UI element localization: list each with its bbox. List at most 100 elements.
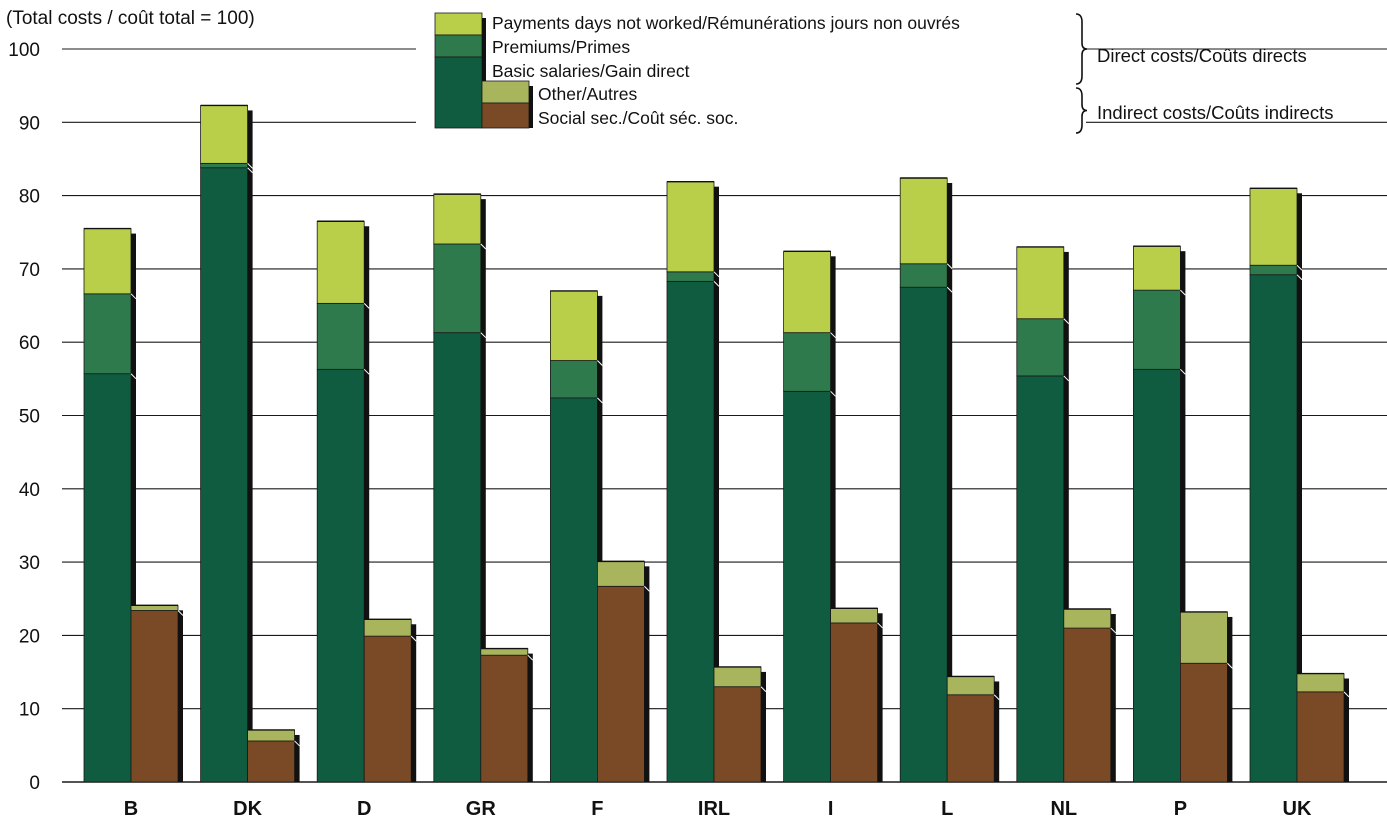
direct-bar-segment (1016, 246, 1065, 320)
indirect-bar-segment (480, 654, 529, 783)
indirect-bar-side (1110, 614, 1116, 782)
category-label: L (941, 798, 953, 820)
direct-bar-side (247, 110, 253, 783)
direct-bar-joint (946, 263, 953, 270)
y-tick-label: 70 (19, 260, 40, 281)
brace-indirect (1075, 87, 1088, 134)
legend-label: Other/Autres (538, 84, 637, 104)
direct-bar-side (1297, 193, 1302, 782)
indirect-bar-side (178, 610, 183, 782)
category-label: GR (466, 798, 497, 820)
indirect-bar-joint (294, 740, 300, 747)
category-label: I (828, 798, 834, 820)
indirect-bar-segment (1296, 673, 1345, 693)
brace-direct (1075, 13, 1088, 85)
indirect-bar-joint (760, 686, 767, 693)
indirect-bar-joint (410, 635, 417, 642)
direct-bar-segment (1016, 318, 1065, 377)
direct-bar-joint (830, 332, 836, 339)
direct-bar-side (364, 226, 370, 782)
indirect-bar-side (1227, 616, 1233, 782)
indirect-bar-segment (363, 618, 412, 637)
y-tick-label: 90 (19, 113, 40, 134)
direct-bar-joint (830, 390, 836, 397)
legend-label: Basic salaries/Gain direct (492, 61, 690, 81)
indirect-bar-segment (247, 729, 296, 742)
indirect-bar-side (644, 566, 650, 782)
direct-bar-segment (1133, 368, 1181, 783)
indirect-bar-segment (1180, 611, 1228, 664)
indirect-bar-segment (247, 740, 296, 783)
indirect-bar-segment (1180, 662, 1228, 783)
direct-bar-segment (1016, 375, 1065, 783)
direct-bar-segment (200, 162, 249, 169)
indirect-bar-segment (713, 686, 762, 783)
direct-bar-joint (247, 167, 253, 174)
direct-bar-segment (899, 286, 948, 783)
direct-bar-joint (597, 360, 603, 366)
legend-swatch (434, 56, 483, 129)
y-tick-label: 0 (29, 773, 40, 794)
category-label: F (591, 798, 603, 820)
indirect-bar-segment (1063, 627, 1112, 783)
direct-bar-segment (899, 263, 948, 288)
legend-swatch (481, 80, 530, 104)
direct-bar-segment (316, 220, 365, 304)
direct-bar-segment (83, 373, 132, 783)
legend-swatch-side (529, 86, 533, 128)
direct-bar-side (947, 183, 953, 782)
direct-bar-segment (200, 167, 249, 783)
category-label: B (124, 798, 138, 820)
direct-bar-segment (550, 397, 598, 783)
indirect-bar-joint (993, 694, 1000, 701)
direct-bar-segment (783, 332, 831, 392)
category-label: UK (1283, 798, 1312, 820)
direct-bar-side (714, 186, 719, 783)
x-axis: B DK D GR F IRL I L NL P UK (124, 798, 1312, 820)
indirect-bar-segment (597, 585, 645, 783)
indirect-bar-side (877, 613, 883, 782)
direct-bar-joint (480, 243, 487, 250)
y-axis: 0 10 20 30 40 50 60 70 80 90 100 (8, 40, 40, 794)
indirect-bar-segment (946, 676, 995, 696)
indirect-bar-joint (1343, 691, 1350, 698)
chart-subtitle: (Total costs / coût total = 100) (6, 8, 255, 29)
indirect-bar-joint (527, 654, 534, 661)
direct-bar-joint (1063, 375, 1070, 382)
indirect-bar-segment (830, 607, 878, 624)
direct-bar-joint (1296, 264, 1303, 271)
direct-bar-joint (1296, 274, 1303, 281)
indirect-bar-joint (877, 622, 883, 629)
direct-bar-segment (83, 228, 132, 295)
legend-group-label: Indirect costs/Coûts indirects (1097, 102, 1333, 123)
y-tick-label: 40 (19, 480, 40, 501)
legend-swatch (434, 12, 483, 36)
indirect-bar-joint (177, 610, 184, 616)
direct-bar-joint (363, 302, 370, 309)
legend-swatch (481, 102, 530, 129)
direct-bar-segment (1249, 187, 1298, 266)
y-tick-label: 50 (19, 407, 40, 428)
direct-bar-joint (247, 162, 253, 169)
legend: Payments days not worked/Rémunérations j… (416, 6, 1333, 134)
direct-bar-segment (666, 280, 715, 783)
indirect-bar-side (994, 681, 1000, 782)
direct-bar-joint (480, 332, 487, 339)
gridlines (62, 48, 1387, 783)
direct-bar-joint (713, 281, 720, 287)
category-label: DK (233, 798, 262, 820)
direct-bar-joint (1063, 318, 1070, 325)
indirect-bar-segment (713, 666, 762, 688)
direct-bar-segment (1133, 245, 1181, 291)
direct-bar-joint (713, 271, 720, 278)
direct-bar-segment (783, 390, 831, 783)
category-label: D (357, 798, 371, 820)
indirect-bar-segment (1296, 691, 1345, 783)
indirect-bar-joint (1227, 662, 1233, 669)
legend-label: Social sec./Coût séc. soc. (538, 108, 738, 128)
direct-bar-side (597, 295, 603, 782)
direct-bar-segment (433, 332, 482, 783)
direct-bar-segment (433, 243, 482, 334)
